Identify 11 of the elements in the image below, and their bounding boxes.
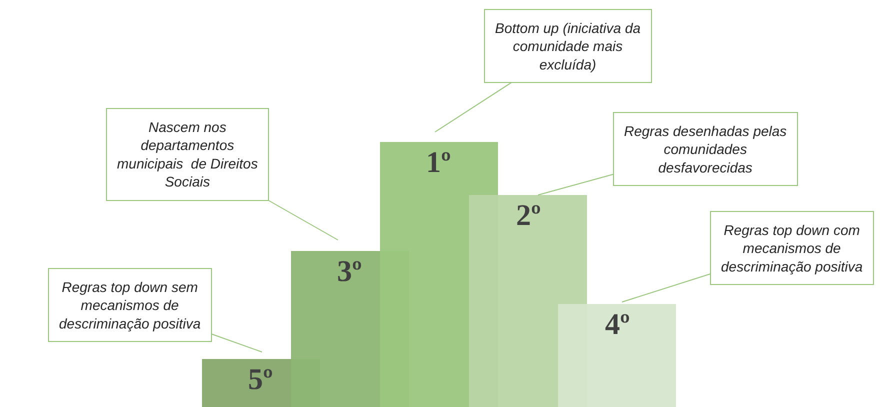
annotation: 1º [426,146,451,179]
text: Regras top down com mecanismos de descriminação positiva [721,222,863,274]
annotation: Regras desenhadas pelas comunidades desfavorecidas [624,123,787,176]
text: Bottom up (iniciativa da comunidade mais excluída) [495,20,641,72]
annotation: 5º [248,363,273,396]
annotation: 4º [605,308,630,341]
bar [558,304,676,407]
annotation: 2º [516,199,541,232]
annotation: Nascem nos departamentos municipais de Direitos Sociais [117,119,258,190]
annotation: 3º [337,255,362,288]
text: Regras top down sem mecanismos de descriminação positiva [59,279,201,332]
